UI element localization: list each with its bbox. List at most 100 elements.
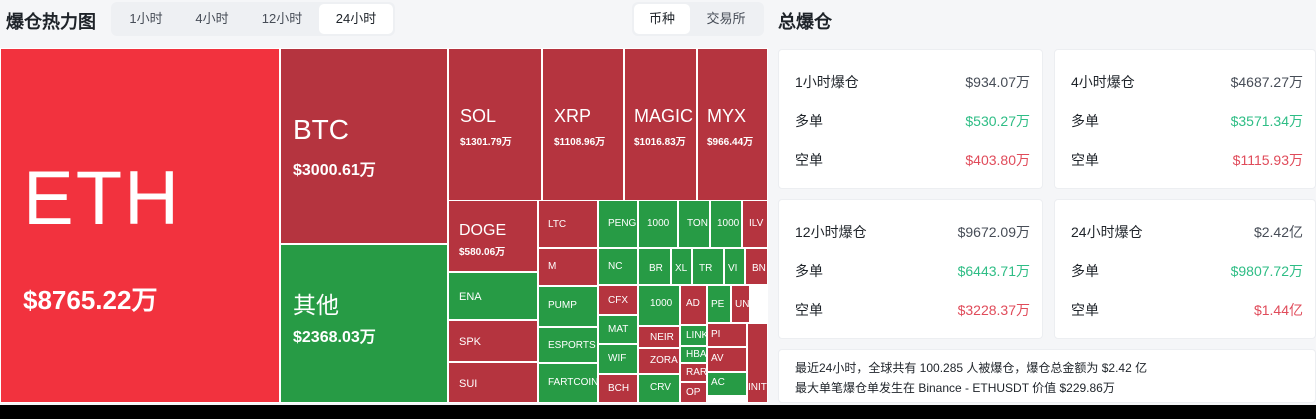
heatmap-cell-1000[interactable]: 1000 [638, 200, 678, 248]
heatmap-cell-pi[interactable]: PI [707, 323, 747, 347]
tab-by-exchange[interactable]: 交易所 [706, 11, 746, 26]
heatmap-cell-hba[interactable]: HBA [680, 346, 707, 363]
heatmap-cell-wif[interactable]: WIF [598, 344, 638, 374]
heatmap-cell-symbol: PENG [608, 218, 637, 229]
heatmap-cell-ilv[interactable]: ILV [742, 200, 768, 248]
heatmap-cell-symbol: XL [675, 263, 688, 274]
heatmap-cell-myx[interactable]: MYX $966.44万 [697, 48, 768, 224]
heatmap-cell-1000[interactable]: 1000 [638, 285, 680, 326]
heatmap-cell-magic[interactable]: MAGIC $1016.83万 [624, 48, 697, 224]
stat-label: 空单 [1071, 152, 1099, 168]
heatmap-cell-spk[interactable]: SPK [448, 320, 538, 362]
heatmap-cell-op[interactable]: OP [680, 382, 707, 403]
heatmap-cell-esports[interactable]: ESPORTS [538, 327, 598, 363]
stat-label: 4小时爆仓 [1071, 74, 1135, 90]
heatmap-cell-pe[interactable]: PE [707, 285, 731, 323]
heatmap-cell-1000[interactable]: 1000 [710, 200, 742, 248]
summary-line-largest: 最大单笔爆仓单发生在 Binance - ETHUSDT 价值 $229.86万 [795, 381, 1115, 395]
heatmap-cell-br[interactable]: BR [638, 248, 671, 285]
heatmap-cell-link[interactable]: LINK [680, 325, 707, 346]
heatmap-cell-symbol: M [548, 261, 557, 272]
heatmap-cell-bn[interactable]: BN [745, 248, 768, 285]
tab-by-coin[interactable]: 币种 [634, 4, 690, 34]
heatmap-cell-symbol: 其他 [293, 293, 339, 318]
stat-label: 空单 [795, 152, 823, 168]
tab-12h[interactable]: 12小时 [261, 11, 303, 26]
liquidation-summary: 最近24小时，全球共有 100.285 人被爆仓，爆仓总金额为 $2.42 亿 … [778, 349, 1316, 403]
heatmap-cell-symbol: DOGE [459, 222, 507, 239]
stat-label: 多单 [1071, 263, 1099, 279]
stat-total-row: 4小时爆仓 $4687.27万 [1071, 71, 1303, 93]
heatmap-cell-symbol: OP [686, 387, 701, 398]
stat-total-row: 1小时爆仓 $934.07万 [795, 71, 1030, 93]
heatmap-cell-ltc[interactable]: LTC [538, 200, 598, 248]
tab-24h[interactable]: 24小时 [319, 4, 393, 34]
stat-card-12h: 12小时爆仓 $9672.09万 多单 $6443.71万 空单 $3228.37万 [778, 199, 1043, 339]
stat-value: $9807.72万 [1230, 263, 1303, 279]
heatmap-cell-cfx[interactable]: CFX [598, 285, 638, 315]
heatmap-cell-symbol: BTC [293, 115, 349, 145]
heatmap-cell-symbol: LTC [548, 219, 567, 230]
tab-1h[interactable]: 1小时 [129, 11, 163, 26]
stat-value: $1.44亿 [1253, 302, 1303, 318]
stat-value: $530.27万 [965, 113, 1030, 129]
heatmap-cell-symbol: BN [752, 263, 766, 274]
heatmap-cell-symbol: PI [711, 329, 721, 340]
heatmap-cell-symbol: LINK [686, 330, 706, 341]
heatmap-cell-m[interactable]: M [538, 248, 598, 286]
heatmap-cell-rar[interactable]: RAR [680, 363, 707, 382]
heatmap-cell-un[interactable]: UN [731, 285, 750, 323]
heatmap-cell-value: $966.44万 [707, 137, 754, 148]
stat-value: $3571.34万 [1230, 113, 1303, 129]
heatmap-cell-nc[interactable]: NC [598, 248, 638, 285]
heatmap-cell-ac[interactable]: AC [707, 372, 747, 396]
heatmap-cell-symbol: CRV [650, 382, 671, 393]
tab-4h[interactable]: 4小时 [195, 11, 229, 26]
heatmap-cell-symbol: TR [699, 263, 713, 274]
stat-short-row: 空单 $3228.37万 [795, 299, 1030, 321]
heatmap-cell-zora[interactable]: ZORA [638, 348, 680, 374]
heatmap-cell-other[interactable]: 其他 $2368.03万 [280, 244, 448, 403]
heatmap-cell-eth[interactable]: ETH $8765.22万 [0, 48, 280, 403]
heatmap-cell-sui[interactable]: SUI [448, 362, 538, 403]
group-by-tabs: 币种 交易所 [632, 2, 764, 36]
heatmap-cell-xl[interactable]: XL [671, 248, 692, 285]
stat-short-row: 空单 $1.44亿 [1071, 299, 1303, 321]
stat-short-row: 空单 $1115.93万 [1071, 149, 1303, 171]
stat-card-4h: 4小时爆仓 $4687.27万 多单 $3571.34万 空单 $1115.93万 [1054, 49, 1316, 189]
heatmap-cell-ena[interactable]: ENA [448, 272, 538, 320]
heatmap-cell-tr[interactable]: TR [692, 248, 724, 285]
heatmap-cell-symbol: 1000 [650, 298, 673, 309]
heatmap-cell-symbol: VI [728, 263, 738, 274]
heatmap-cell-btc[interactable]: BTC $3000.61万 [280, 48, 448, 244]
heatmap-cell-symbol: FARTCOIN [548, 377, 597, 388]
heatmap-cell-fartcoin[interactable]: FARTCOIN [538, 363, 598, 403]
stat-card-1h: 1小时爆仓 $934.07万 多单 $530.27万 空单 $403.80万 [778, 49, 1043, 189]
heatmap-cell-mat[interactable]: MAT [598, 315, 638, 344]
heatmap-cell-ton[interactable]: TON [678, 200, 710, 248]
heatmap-cell-symbol: RAR [686, 367, 706, 378]
heatmap-cell-symbol: UN [735, 299, 749, 310]
stat-value: $403.80万 [965, 152, 1030, 168]
heatmap-cell-neir[interactable]: NEIR [638, 326, 680, 348]
heatmap-cell-xrp[interactable]: XRP $1108.96万 [542, 48, 624, 224]
heatmap-cell-vi[interactable]: VI [724, 248, 745, 285]
heatmap-cell-init[interactable]: INIT [747, 323, 768, 403]
heatmap-cell-pump[interactable]: PUMP [538, 286, 598, 327]
heatmap-cell-peng[interactable]: PENG [598, 200, 638, 248]
heatmap-cell-symbol: ENA [459, 291, 482, 303]
total-liquidation-title: 总爆仓 [778, 12, 832, 32]
heatmap-cell-sol[interactable]: SOL $1301.79万 [448, 48, 542, 224]
heatmap-cell-crv[interactable]: CRV [638, 374, 680, 403]
heatmap-cell-ad[interactable]: AD [680, 285, 707, 325]
heatmap-cell-symbol: SUI [459, 378, 478, 390]
heatmap-cell-bch[interactable]: BCH [598, 374, 638, 403]
heatmap-cell-symbol: 1000 [717, 218, 740, 229]
heatmap-cell-doge[interactable]: DOGE $580.06万 [448, 200, 538, 272]
heatmap-cell-av[interactable]: AV [707, 347, 747, 372]
heatmap-cell-symbol: BR [649, 263, 663, 274]
stat-total-row: 12小时爆仓 $9672.09万 [795, 221, 1030, 243]
stat-label: 12小时爆仓 [795, 224, 867, 240]
heatmap-cell-symbol: SOL [460, 107, 497, 126]
heatmap-cell-value: $3000.61万 [293, 162, 376, 179]
